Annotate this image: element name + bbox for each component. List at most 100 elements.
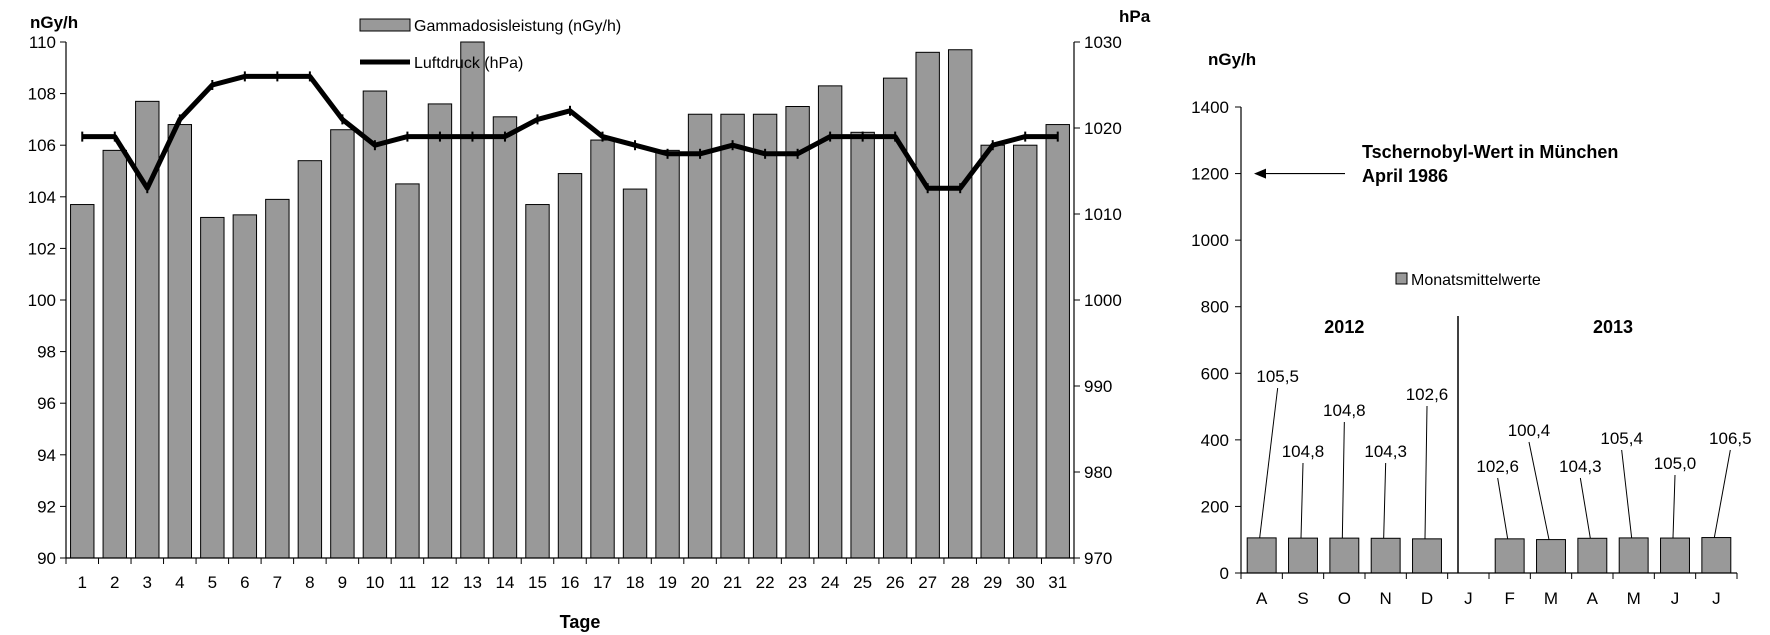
- dose-bar: [850, 131, 875, 559]
- monthly-x-tick-label: J: [1712, 589, 1721, 608]
- monthly-mean-chart: 0 200 400 600 800 1000 1200 1400 A S O N D J F M A M J J 201…: [1191, 50, 1751, 608]
- data-label: 106,5: [1709, 429, 1752, 448]
- x-tick-label: 13: [463, 573, 482, 592]
- left-tick-label: 104: [28, 188, 56, 207]
- pressure-line: [82, 73, 1058, 191]
- data-label-leader: [1383, 462, 1387, 539]
- left-tick-label: 98: [37, 343, 56, 362]
- monthly-x-tick-label: D: [1421, 589, 1433, 608]
- annotation-line2: April 1986: [1362, 166, 1448, 186]
- dose-bar: [1013, 144, 1038, 559]
- x-tick-label: 15: [528, 573, 547, 592]
- data-label-leader: [1579, 477, 1591, 539]
- monthly-x-tick-label: M: [1627, 589, 1641, 608]
- monthly-x-tick-label: O: [1338, 589, 1351, 608]
- x-tick-label: 26: [886, 573, 905, 592]
- data-label: 104,3: [1559, 457, 1602, 476]
- year-label: 2012: [1324, 317, 1364, 337]
- left-tick-label: 92: [37, 497, 56, 516]
- monthly-x-tick-label: M: [1544, 589, 1558, 608]
- data-label-leader: [1528, 441, 1550, 540]
- right-tick-label: 990: [1084, 377, 1112, 396]
- x-tick-label: 21: [723, 573, 742, 592]
- x-tick-label: 12: [430, 573, 449, 592]
- x-tick-label: 17: [593, 573, 612, 592]
- x-tick-label: 3: [143, 573, 152, 592]
- dose-bar: [687, 113, 713, 559]
- x-axis-title: Tage: [560, 612, 601, 632]
- dose-bar: [622, 188, 648, 559]
- dose-bar: [70, 204, 95, 559]
- data-label-leader: [1497, 477, 1509, 539]
- dose-bar: [1045, 124, 1070, 559]
- x-tick-label: 29: [983, 573, 1002, 592]
- dose-bar: [200, 216, 225, 559]
- data-label: 105,0: [1654, 454, 1697, 473]
- data-label-leader: [1341, 421, 1345, 539]
- x-tick-label: 22: [756, 573, 775, 592]
- left-tick-label: 106: [28, 136, 56, 155]
- x-tick-label: 23: [788, 573, 807, 592]
- dose-bar: [362, 90, 388, 559]
- data-label: 102,6: [1476, 457, 1519, 476]
- monthly-x-tick-label: A: [1256, 589, 1268, 608]
- dose-bar: [297, 160, 323, 559]
- monthly-bar: [1536, 539, 1566, 574]
- dose-bar: [817, 85, 843, 559]
- x-tick-label: 20: [691, 573, 710, 592]
- dose-bar: [590, 139, 615, 559]
- x-tick-label: 8: [305, 573, 314, 592]
- left-tick-label: 94: [37, 446, 56, 465]
- x-tick-label: 2: [110, 573, 119, 592]
- monthly-y-tick-label: 400: [1201, 431, 1229, 450]
- annotation-line1: Tschernobyl-Wert in München: [1362, 142, 1618, 162]
- x-tick-label: 5: [208, 573, 217, 592]
- dose-bar: [785, 106, 810, 559]
- left-tick-label: 108: [28, 85, 56, 104]
- dose-bar: [330, 129, 355, 559]
- left-tick-label: 100: [28, 291, 56, 310]
- dose-bar: [525, 204, 550, 559]
- right-tick-label: 1010: [1084, 205, 1122, 224]
- monthly-x-tick-label: J: [1671, 589, 1680, 608]
- x-tick-label: 24: [821, 573, 840, 592]
- x-tick-label: 4: [175, 573, 184, 592]
- x-tick-label: 14: [496, 573, 515, 592]
- annotation-arrow-head: [1254, 168, 1266, 179]
- data-label-leader: [1621, 449, 1633, 538]
- legend-label-dose: Gammadosisleistung (nGy/h): [414, 18, 621, 35]
- x-tick-label: 31: [1048, 573, 1067, 592]
- monthly-axis-title: nGy/h: [1208, 50, 1256, 69]
- left-axis-title: nGy/h: [30, 13, 78, 32]
- data-label: 100,4: [1508, 421, 1551, 440]
- x-tick-label: 11: [399, 573, 417, 592]
- x-tick-label: 6: [240, 573, 249, 592]
- left-tick-label: 96: [37, 394, 56, 413]
- data-label-leader: [1713, 449, 1731, 538]
- monthly-x-tick-label: A: [1587, 589, 1599, 608]
- left-tick-label: 110: [29, 33, 56, 52]
- data-label: 104,8: [1323, 401, 1366, 420]
- monthly-bar: [1288, 537, 1318, 574]
- right-tick-label: 970: [1084, 549, 1112, 568]
- x-tick-label: 1: [78, 573, 87, 592]
- x-tick-label: 19: [658, 573, 677, 592]
- legend-swatch-dose: [359, 18, 411, 32]
- monthly-legend-label: Monatsmittelwerte: [1411, 272, 1541, 289]
- data-label: 104,3: [1364, 442, 1407, 461]
- data-label: 102,6: [1406, 385, 1449, 404]
- x-tick-label: 10: [365, 573, 384, 592]
- x-tick-label: 30: [1016, 573, 1035, 592]
- x-tick-label: 28: [951, 573, 970, 592]
- monthly-x-tick-label: N: [1380, 589, 1392, 608]
- monthly-legend-swatch: [1395, 272, 1408, 285]
- dose-bar: [232, 214, 258, 559]
- monthly-bar: [1618, 537, 1649, 574]
- monthly-bar: [1329, 537, 1360, 574]
- data-label-leader: [1424, 405, 1428, 539]
- dose-bar: [720, 113, 745, 559]
- monthly-y-tick-label: 1000: [1191, 231, 1229, 250]
- data-label: 104,8: [1282, 442, 1325, 461]
- dose-bar: [427, 103, 453, 559]
